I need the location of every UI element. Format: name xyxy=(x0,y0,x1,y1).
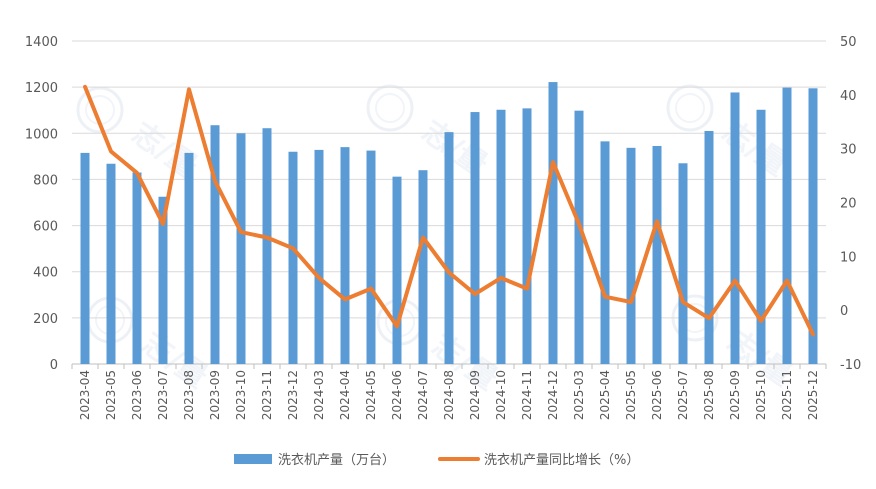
bar xyxy=(444,132,454,364)
legend-bar-swatch xyxy=(234,454,272,464)
left-tick-label: 1400 xyxy=(25,35,58,50)
bar xyxy=(808,88,818,365)
bar xyxy=(158,196,168,364)
right-tick-label: 40 xyxy=(840,89,857,104)
x-tick-label: 2025-04 xyxy=(598,370,612,420)
watermark-inner-circle xyxy=(375,93,405,123)
left-tick-label: 400 xyxy=(33,266,58,281)
bar xyxy=(418,170,428,364)
left-tick-label: 600 xyxy=(33,220,58,235)
bar xyxy=(548,82,558,365)
x-tick-label: 2024-05 xyxy=(364,370,378,420)
right-tick-label: 30 xyxy=(840,143,857,158)
x-tick-label: 2025-06 xyxy=(650,370,664,420)
bar xyxy=(470,112,480,364)
x-tick-label: 2024-12 xyxy=(546,370,560,420)
bar xyxy=(522,108,532,365)
bar xyxy=(366,150,376,364)
x-axis-ticks: 2023-04 2023-05 2023-06 2023-07 2023-08 2023-… xyxy=(71,364,827,420)
x-tick-label: 2025-05 xyxy=(624,370,638,420)
watermark-text: 志/量 xyxy=(135,326,213,395)
right-tick-label: 20 xyxy=(840,197,857,212)
bar xyxy=(756,109,766,364)
legend: 洗衣机产量（万台） 洗衣机产量同比增长（%） xyxy=(234,452,639,468)
line-series xyxy=(83,84,815,337)
bar xyxy=(236,133,246,364)
legend-bar-label: 洗衣机产量（万台） xyxy=(278,452,395,468)
left-axis-ticks: 0 200 400 600 800 1000 1200 1400 xyxy=(25,35,58,373)
x-tick-label: 2025-11 xyxy=(780,370,794,420)
bar xyxy=(782,87,792,365)
left-tick-label: 0 xyxy=(50,358,58,373)
x-tick-label: 2023-05 xyxy=(104,370,118,420)
left-tick-label: 1000 xyxy=(25,127,58,142)
bar xyxy=(210,125,220,364)
left-tick-label: 200 xyxy=(33,312,58,327)
bar xyxy=(340,147,350,364)
bar xyxy=(392,176,402,364)
x-tick-label: 2023-12 xyxy=(286,370,300,420)
legend-line-label: 洗衣机产量同比增长（%） xyxy=(484,452,639,468)
x-tick-label: 2024-08 xyxy=(442,370,456,420)
right-tick-label: 10 xyxy=(840,250,857,265)
bar xyxy=(704,130,714,364)
watermark-circle xyxy=(366,84,414,132)
bar-series xyxy=(80,82,818,365)
right-axis-ticks: -10 0 10 20 30 40 50 xyxy=(840,35,861,373)
bar xyxy=(626,147,636,364)
right-tick-label: 0 xyxy=(840,304,848,319)
bar xyxy=(600,141,610,364)
x-tick-label: 2024-04 xyxy=(338,370,352,420)
x-tick-label: 2025-10 xyxy=(754,370,768,420)
x-tick-label: 2024-11 xyxy=(520,370,534,420)
bar xyxy=(262,128,272,364)
growth-line xyxy=(83,84,815,337)
x-tick-label: 2025-08 xyxy=(702,370,716,420)
x-tick-label: 2024-03 xyxy=(312,370,326,420)
bar xyxy=(106,163,116,364)
bar xyxy=(730,92,740,365)
bar xyxy=(132,172,142,364)
bar xyxy=(288,151,298,364)
watermark-circle xyxy=(666,84,714,132)
x-tick-label: 2025-09 xyxy=(728,370,742,420)
watermark-circle xyxy=(76,86,124,134)
bar xyxy=(574,110,584,364)
x-tick-label: 2023-06 xyxy=(130,370,144,420)
left-tick-label: 1200 xyxy=(25,81,58,96)
x-tick-label: 2025-03 xyxy=(572,370,586,420)
right-tick-label: -10 xyxy=(840,358,861,373)
x-tick-label: 2024-10 xyxy=(494,370,508,420)
x-tick-label: 2024-06 xyxy=(390,370,404,420)
x-tick-label: 2024-09 xyxy=(468,370,482,420)
bar xyxy=(314,149,324,364)
x-tick-label: 2023-08 xyxy=(182,370,196,420)
bar xyxy=(184,152,194,364)
bar xyxy=(80,152,90,364)
bar xyxy=(496,109,506,364)
x-tick-label: 2023-07 xyxy=(156,370,170,420)
right-tick-label: 50 xyxy=(840,35,857,50)
x-tick-label: 2023-09 xyxy=(208,370,222,420)
bar xyxy=(652,145,662,364)
watermark-inner-circle xyxy=(675,93,705,123)
x-tick-label: 2025-12 xyxy=(806,370,820,420)
x-tick-label: 2023-10 xyxy=(234,370,248,420)
bar xyxy=(678,163,688,364)
left-tick-label: 800 xyxy=(33,173,58,188)
watermark-text: 志/量 xyxy=(425,328,503,397)
x-tick-label: 2025-07 xyxy=(676,370,690,420)
watermark-text: 志/量 xyxy=(715,114,793,183)
x-tick-label: 2024-07 xyxy=(416,370,430,420)
x-tick-label: 2023-11 xyxy=(260,370,274,420)
x-tick-label: 2023-04 xyxy=(78,370,92,420)
